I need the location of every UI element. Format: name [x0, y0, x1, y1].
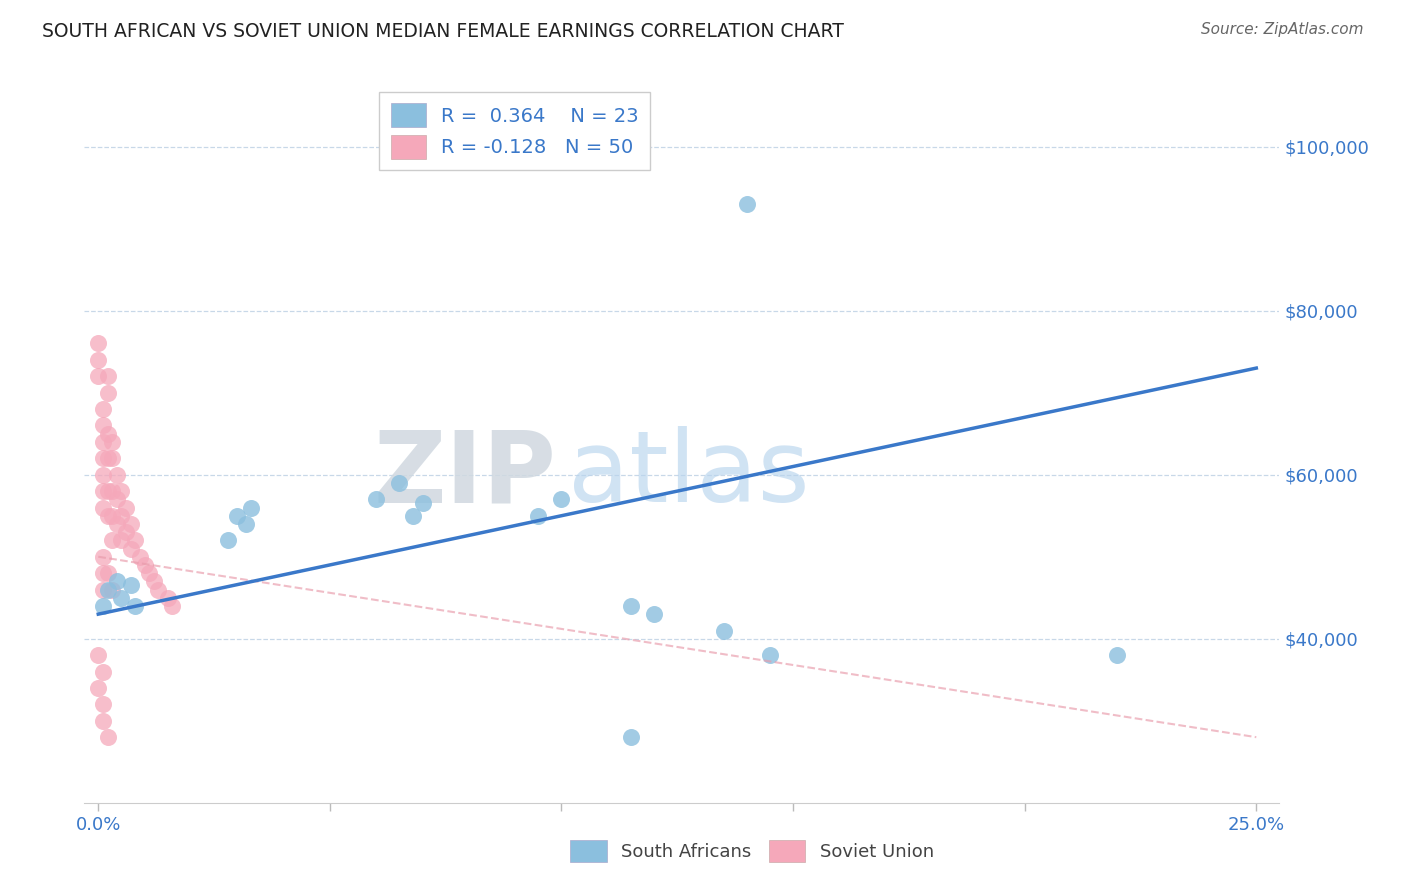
- Text: Source: ZipAtlas.com: Source: ZipAtlas.com: [1201, 22, 1364, 37]
- Point: [120, 516, 142, 531]
- Point: [105, 492, 128, 507]
- Point: [226, 508, 249, 523]
- Point: [110, 508, 132, 523]
- Point: [91, 599, 114, 613]
- Point: [110, 591, 132, 605]
- Point: [120, 541, 142, 556]
- Legend: South Africans, Soviet Union: South Africans, Soviet Union: [564, 833, 941, 870]
- Point: [388, 475, 411, 490]
- Point: [550, 492, 572, 507]
- Point: [87, 369, 110, 384]
- Point: [620, 730, 643, 744]
- Point: [105, 516, 128, 531]
- Point: [96, 730, 118, 744]
- Point: [142, 574, 165, 589]
- Point: [91, 582, 114, 597]
- Point: [91, 402, 114, 417]
- Point: [87, 336, 110, 351]
- Point: [124, 533, 146, 548]
- Text: SOUTH AFRICAN VS SOVIET UNION MEDIAN FEMALE EARNINGS CORRELATION CHART: SOUTH AFRICAN VS SOVIET UNION MEDIAN FEM…: [42, 22, 844, 41]
- Point: [91, 549, 114, 564]
- Point: [105, 467, 128, 482]
- Point: [735, 197, 758, 211]
- Point: [129, 549, 152, 564]
- Point: [105, 574, 128, 589]
- Point: [96, 451, 118, 466]
- Point: [96, 508, 118, 523]
- Point: [235, 516, 257, 531]
- Point: [620, 599, 643, 613]
- Point: [162, 599, 184, 613]
- Point: [96, 566, 118, 581]
- Point: [240, 500, 263, 515]
- Point: [91, 484, 114, 499]
- Point: [87, 352, 110, 367]
- Text: ZIP: ZIP: [374, 426, 557, 523]
- Point: [527, 508, 550, 523]
- Point: [101, 484, 124, 499]
- Text: atlas: atlas: [568, 426, 810, 523]
- Point: [87, 648, 110, 662]
- Point: [96, 484, 118, 499]
- Point: [101, 508, 124, 523]
- Point: [96, 385, 118, 400]
- Point: [101, 434, 124, 449]
- Point: [759, 648, 782, 662]
- Point: [134, 558, 156, 572]
- Point: [91, 500, 114, 515]
- Point: [87, 681, 110, 695]
- Point: [120, 578, 142, 592]
- Point: [96, 369, 118, 384]
- Point: [91, 451, 114, 466]
- Point: [91, 698, 114, 712]
- Point: [217, 533, 239, 548]
- Point: [96, 426, 118, 441]
- Point: [115, 525, 138, 540]
- Point: [1107, 648, 1129, 662]
- Point: [110, 533, 132, 548]
- Point: [148, 582, 170, 597]
- Point: [91, 566, 114, 581]
- Point: [96, 582, 118, 597]
- Point: [156, 591, 179, 605]
- Point: [101, 533, 124, 548]
- Point: [110, 484, 132, 499]
- Point: [402, 508, 425, 523]
- Point: [124, 599, 146, 613]
- Legend: R =  0.364    N = 23, R = -0.128   N = 50: R = 0.364 N = 23, R = -0.128 N = 50: [378, 92, 651, 170]
- Point: [412, 496, 434, 510]
- Point: [366, 492, 388, 507]
- Point: [91, 418, 114, 433]
- Point: [115, 500, 138, 515]
- Point: [91, 714, 114, 728]
- Point: [101, 451, 124, 466]
- Point: [101, 582, 124, 597]
- Point: [713, 624, 735, 638]
- Point: [91, 467, 114, 482]
- Point: [138, 566, 160, 581]
- Point: [91, 434, 114, 449]
- Point: [91, 665, 114, 679]
- Point: [643, 607, 665, 622]
